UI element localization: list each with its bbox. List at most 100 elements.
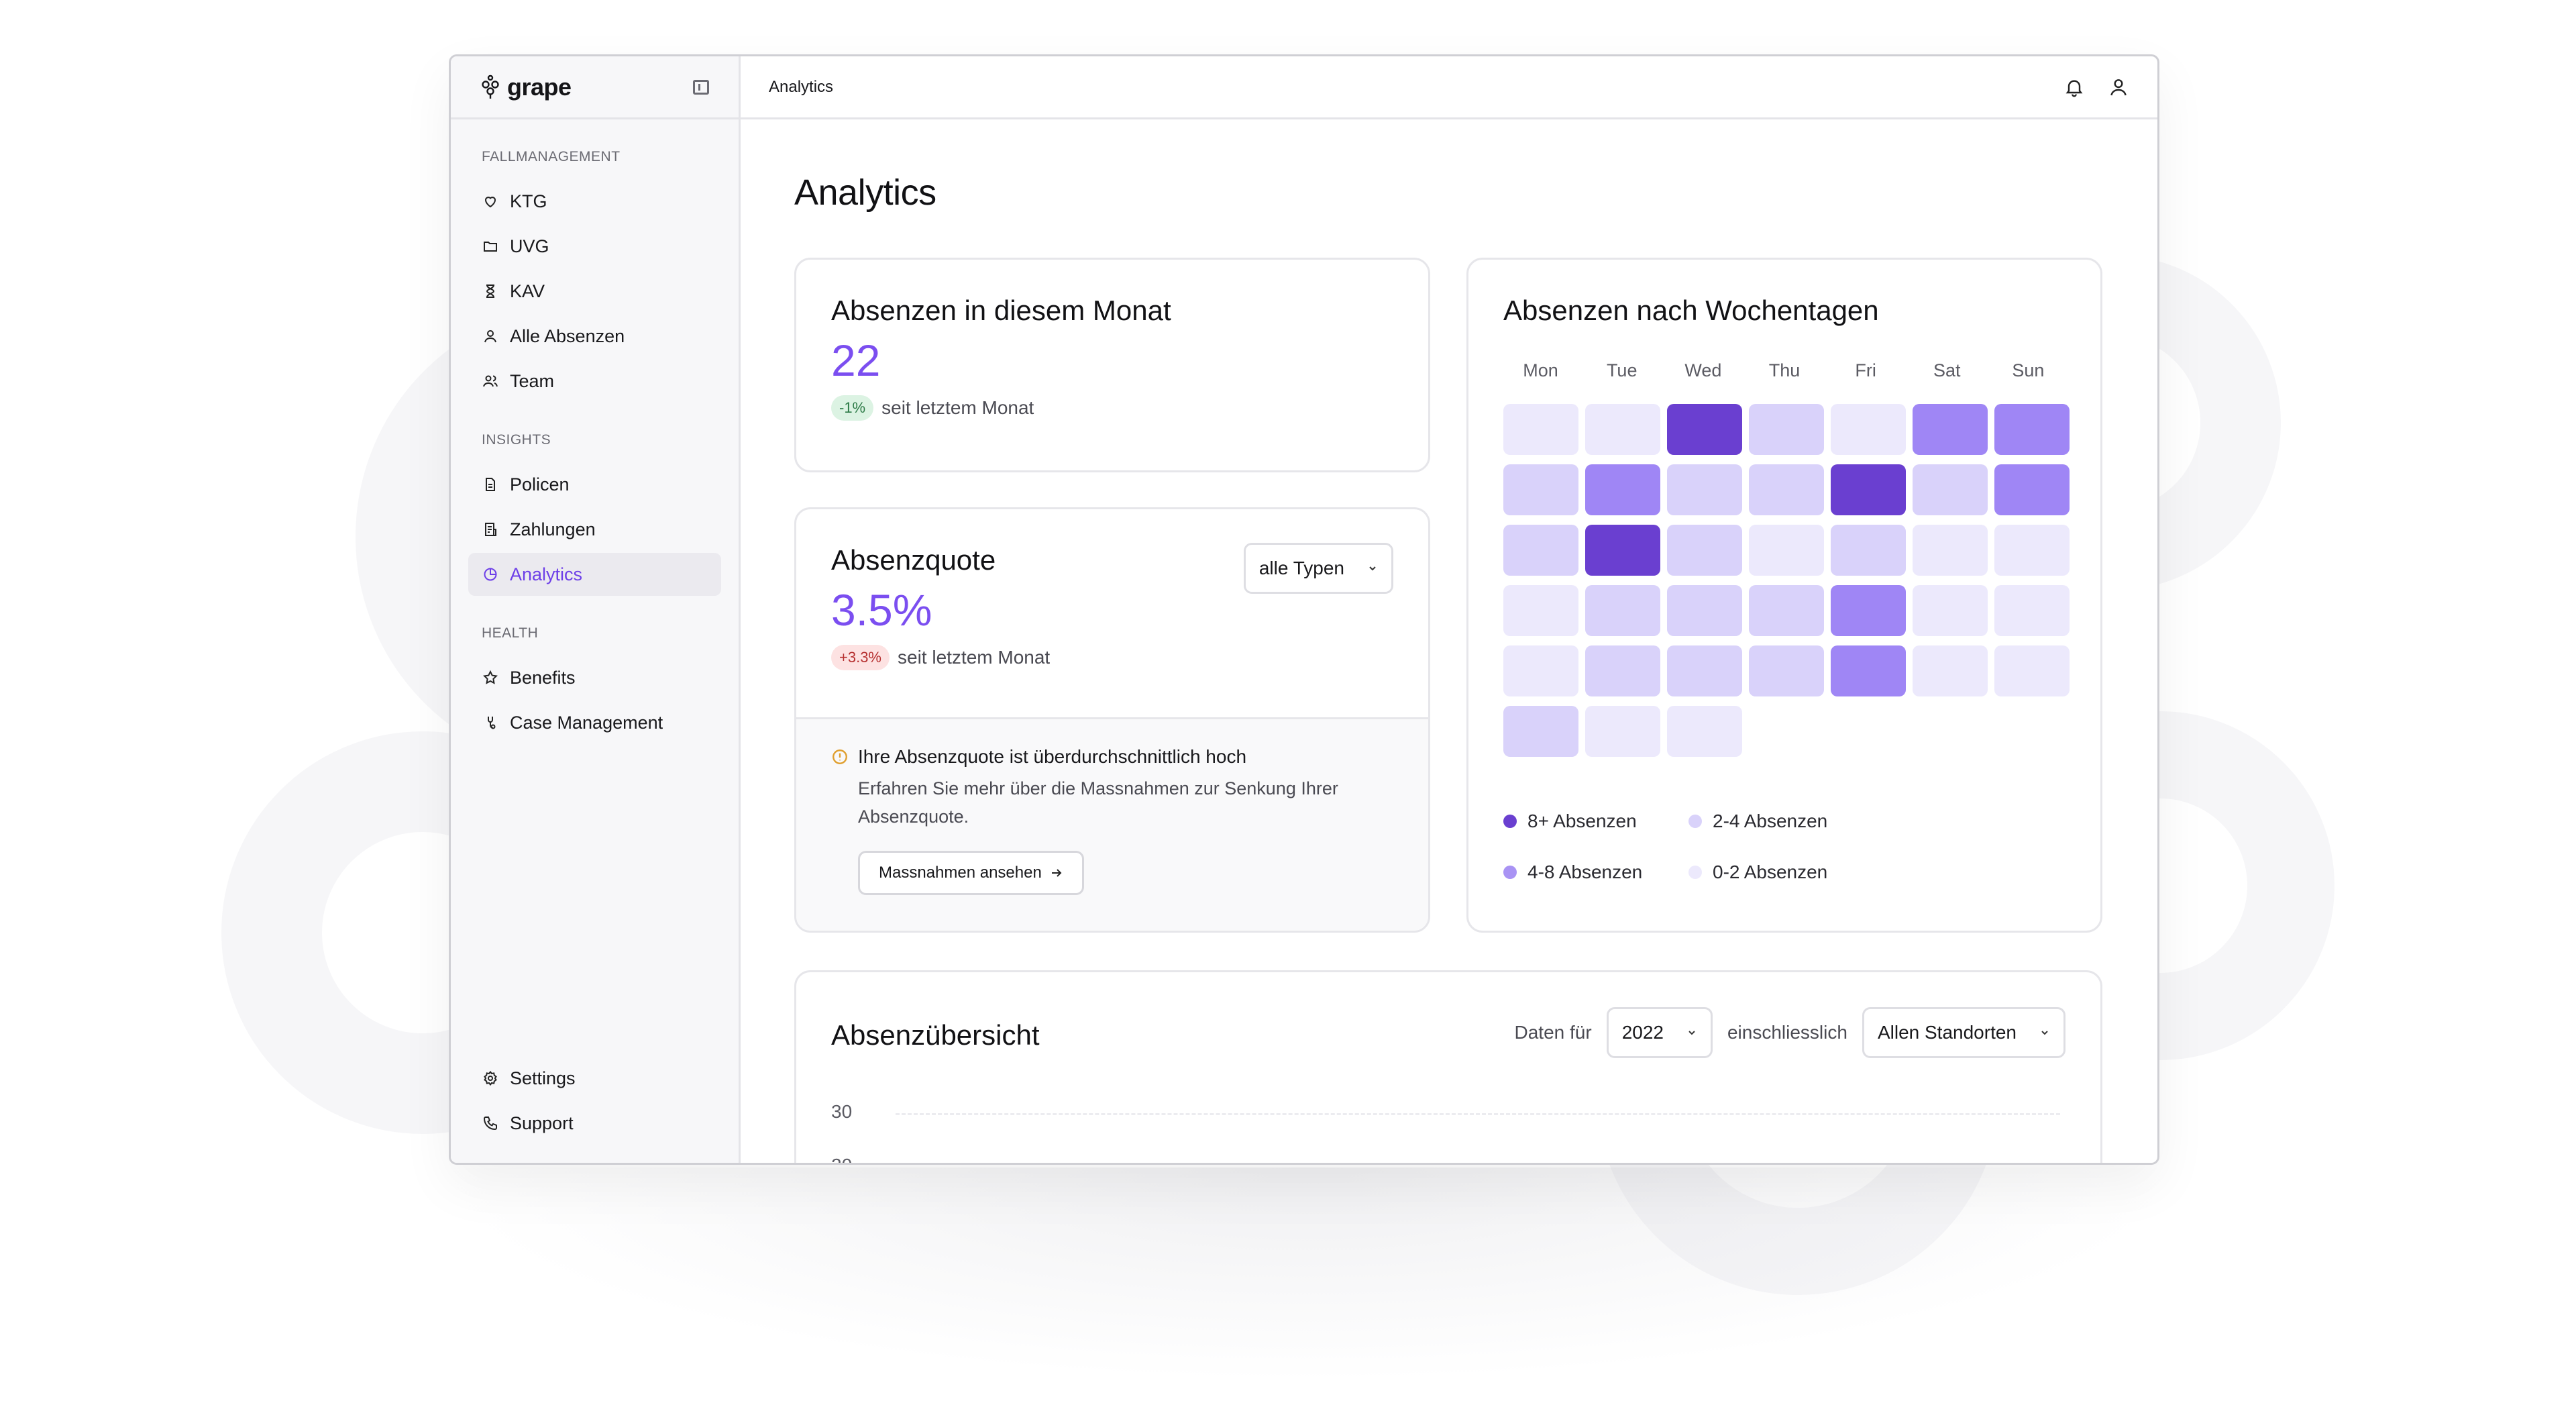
- location-select[interactable]: Allen Standorten: [1862, 1007, 2065, 1058]
- type-filter-select[interactable]: alle Typen: [1243, 543, 1393, 594]
- sidebar-item-label: Settings: [510, 1068, 576, 1088]
- high-rate-notice: Ihre Absenzquote ist überdurchschnittlic…: [796, 717, 1428, 931]
- heatmap-cell: [1585, 525, 1660, 576]
- sidebar-item-uvg[interactable]: UVG: [468, 225, 721, 268]
- sidebar-item-label: Team: [510, 370, 555, 391]
- sidebar-item-zahlungen[interactable]: Zahlungen: [468, 508, 721, 551]
- logo[interactable]: grape: [480, 73, 572, 101]
- delta-text: seit letztem Monat: [898, 647, 1051, 668]
- account-icon[interactable]: [2108, 76, 2129, 98]
- sidebar-item-analytics[interactable]: Analytics: [468, 553, 721, 596]
- absence-rate-card: Absenzquote 3.5% +3.3% seit letztem Mona…: [794, 507, 1430, 933]
- sidebar-item-label: Analytics: [510, 564, 583, 584]
- heatmap-cell: [1667, 525, 1742, 576]
- delta-badge: -1%: [831, 395, 874, 421]
- heatmap-cell: [1503, 404, 1578, 455]
- document-icon: [482, 476, 499, 493]
- heatmap-cell: [1913, 464, 1988, 515]
- sidebar-item-ktg[interactable]: KTG: [468, 180, 721, 223]
- notice-heading: Ihre Absenzquote ist überdurchschnittlic…: [831, 746, 1393, 768]
- sidebar-header: grape: [451, 56, 739, 119]
- monthly-absences-value: 22: [831, 335, 881, 385]
- sidebar-item-label: Alle Absenzen: [510, 325, 625, 346]
- heatmap-cell: [1749, 585, 1824, 636]
- absence-overview-card: Absenzübersicht Daten für 2022 einschlie…: [794, 970, 2102, 1163]
- overview-filters: Daten für 2022 einschliesslich Allen Sta…: [1515, 1007, 2065, 1058]
- legend-item: 0-2 Absenzen: [1688, 862, 1863, 883]
- sidebar-item-policen[interactable]: Policen: [468, 463, 721, 506]
- y-tick-label: 20: [831, 1155, 852, 1163]
- sidebar-item-team[interactable]: Team: [468, 360, 721, 403]
- data-for-label: Daten für: [1514, 1022, 1592, 1043]
- delta-row: +3.3% seit letztem Monat: [831, 645, 1393, 670]
- heatmap-cell: [1994, 464, 2070, 515]
- type-filter-value: alle Typen: [1258, 558, 1344, 578]
- folder-icon: [482, 238, 499, 255]
- heatmap-cell: [1831, 585, 1906, 636]
- year-value: 2022: [1621, 1022, 1664, 1043]
- weekday-absences-card: Absenzen nach Wochentagen Mon Tue Wed Th…: [1466, 258, 2102, 933]
- pie-chart-icon: [482, 566, 499, 583]
- delta-badge: +3.3%: [831, 645, 890, 670]
- heatmap-cell: [1667, 585, 1742, 636]
- sidebar-item-kav[interactable]: KAV: [468, 270, 721, 313]
- heatmap-cell: [1749, 464, 1824, 515]
- legend-label: 2-4 Absenzen: [1713, 811, 1828, 831]
- absence-rate-value: 3.5%: [831, 585, 932, 635]
- day-label: Fri: [1855, 360, 1876, 380]
- day-label: Mon: [1523, 360, 1558, 380]
- heatmap-cell: [1913, 585, 1988, 636]
- phone-icon: [482, 1114, 499, 1132]
- weekday-labels: Mon Tue Wed Thu Fri Sat Sun: [1503, 360, 2065, 381]
- heatmap-cell: [1831, 404, 1906, 455]
- main-area: Analytics Analytics Absenzen in diesem M…: [741, 56, 2157, 1163]
- legend-label: 0-2 Absenzen: [1713, 862, 1828, 882]
- legend-label: 8+ Absenzen: [1527, 811, 1637, 831]
- including-label: einschliesslich: [1727, 1022, 1847, 1043]
- button-label: Massnahmen ansehen: [879, 864, 1042, 882]
- bell-icon[interactable]: [2063, 76, 2085, 98]
- sidebar-section-insights: INSIGHTS Policen Zahlungen Analytics: [451, 432, 739, 596]
- sidebar-item-label: Benefits: [510, 667, 576, 688]
- arrow-right-icon: [1051, 869, 1062, 877]
- heart-icon: [482, 193, 499, 210]
- card-title: Absenzen nach Wochentagen: [1503, 295, 1879, 326]
- logo-text: grape: [507, 72, 572, 101]
- sidebar-item-support[interactable]: Support: [468, 1102, 721, 1145]
- sidebar-item-label: Policen: [510, 474, 570, 495]
- view-measures-button[interactable]: Massnahmen ansehen: [858, 851, 1084, 895]
- sidebar-item-benefits[interactable]: Benefits: [468, 656, 721, 699]
- receipt-icon: [482, 521, 499, 538]
- year-select[interactable]: 2022: [1606, 1007, 1713, 1058]
- monthly-absences-card: Absenzen in diesem Monat 22 -1% seit let…: [794, 258, 1430, 472]
- sidebar-item-case-management[interactable]: Case Management: [468, 701, 721, 744]
- heatmap-cell: [1831, 525, 1906, 576]
- heatmap-cell: [1585, 464, 1660, 515]
- heatmap-cell: [1503, 585, 1578, 636]
- location-value: Allen Standorten: [1877, 1022, 2017, 1043]
- heatmap-cell: [1503, 525, 1578, 576]
- star-icon: [482, 669, 499, 686]
- day-label: Tue: [1606, 360, 1638, 380]
- legend-dot: [1688, 866, 1702, 879]
- sidebar-item-label: KTG: [510, 191, 547, 211]
- app-window: grape FALLMANAGEMENT KTG UVG KAV Alle Ab…: [449, 54, 2159, 1165]
- notice-body: Erfahren Sie mehr über die Massnahmen zu…: [858, 778, 1338, 827]
- page-title: Analytics: [794, 172, 936, 213]
- sidebar-collapse-icon[interactable]: [693, 79, 709, 95]
- heatmap-cell: [1585, 585, 1660, 636]
- breadcrumb: Analytics: [769, 77, 834, 96]
- delta-row: -1% seit letztem Monat: [831, 395, 1393, 421]
- y-tick-label: 30: [831, 1101, 853, 1122]
- absence-rate-header: Absenzquote 3.5% +3.3% seit letztem Mona…: [796, 509, 1428, 705]
- sidebar-item-settings[interactable]: Settings: [468, 1057, 721, 1100]
- heatmap-cell: [1994, 404, 2070, 455]
- heatmap-cell: [1749, 525, 1824, 576]
- legend-item: 4-8 Absenzen: [1503, 862, 1688, 883]
- chevron-down-icon: [2041, 1031, 2048, 1035]
- sidebar: grape FALLMANAGEMENT KTG UVG KAV Alle Ab…: [451, 56, 741, 1163]
- heatmap-cell: [1585, 645, 1660, 696]
- grape-logo-icon: [482, 74, 499, 99]
- sidebar-item-alle-absenzen[interactable]: Alle Absenzen: [468, 315, 721, 358]
- sidebar-section-fallmanagement: FALLMANAGEMENT KTG UVG KAV Alle Absenzen…: [451, 149, 739, 403]
